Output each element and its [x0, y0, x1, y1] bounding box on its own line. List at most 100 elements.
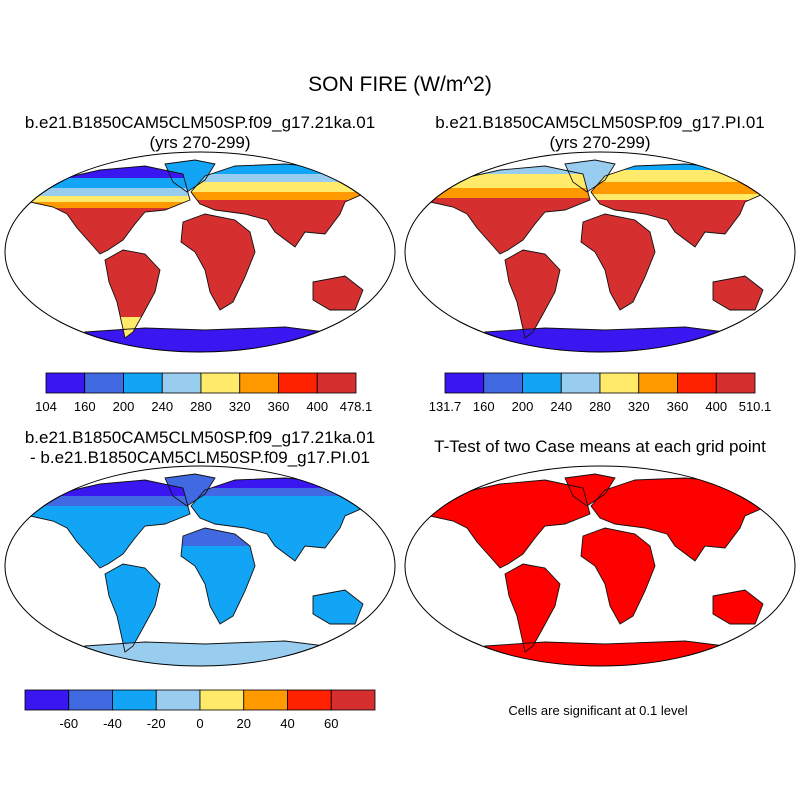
samerica-coastline	[504, 563, 561, 653]
eurasia-shade-band	[591, 182, 770, 194]
panel-3-title-line2: - b.e21.B1850CAM5CLM50SP.f09_g17.PI.01	[30, 448, 370, 467]
panel-2-title-line1: b.e21.B1850CAM5CLM50SP.f09_g17.PI.01	[435, 113, 765, 132]
panel-3-title-line1: b.e21.B1850CAM5CLM50SP.f09_g17.21ka.01	[24, 428, 376, 447]
australia-coastline	[312, 589, 364, 625]
colorbar-tick-label: 0	[196, 716, 204, 731]
africa-landmass	[181, 528, 255, 624]
australia-coastline	[312, 275, 364, 311]
namerica-shade-band	[30, 196, 190, 202]
colorbar-tick-label: 360	[267, 399, 290, 414]
eurasia-coastline	[590, 163, 771, 248]
colorbar-tick-label: 400	[306, 399, 329, 414]
namerica-coastline	[29, 165, 191, 255]
colorbar-tick-label: 160	[472, 399, 495, 414]
eurasia-landmass	[191, 478, 370, 561]
panel-4-title: T-Test of two Case means at each grid po…	[400, 437, 800, 457]
panel-3-title: b.e21.B1850CAM5CLM50SP.f09_g17.21ka.01 -…	[0, 428, 400, 468]
colorbar-swatch	[560, 372, 601, 394]
colorbar-swatch	[278, 372, 318, 394]
greenland-coastline	[164, 159, 216, 193]
colorbar-tick-label: 320	[228, 399, 251, 414]
greenland-coastline	[564, 473, 616, 507]
colorbar-tick-label: 40	[280, 716, 295, 731]
colorbar-swatch	[161, 372, 202, 394]
eurasia-shade-band	[591, 164, 770, 170]
colorbar-swatch	[112, 689, 157, 711]
map-panel-case2	[404, 151, 796, 353]
colorbar-tick-label: 104	[35, 399, 57, 414]
samerica-coastline	[504, 249, 561, 339]
antarctica-landmass	[85, 327, 325, 352]
colorbar-tick-label: 200	[511, 399, 534, 414]
namerica-landmass	[430, 480, 590, 568]
colorbar-tick-label: 280	[589, 399, 611, 414]
namerica-shade-band	[430, 166, 590, 174]
eurasia-shade-band	[191, 174, 370, 182]
map-land-layer	[429, 473, 771, 666]
colorbar-swatch	[715, 372, 756, 394]
africa-landmass	[581, 214, 655, 310]
colorbar-swatch	[123, 372, 163, 394]
colorbar-swatch	[155, 689, 201, 711]
africa-coastline	[580, 213, 656, 311]
eurasia-shade-band	[191, 192, 370, 200]
panel-1-title-line1: b.e21.B1850CAM5CLM50SP.f09_g17.21ka.01	[24, 113, 376, 132]
map-land-layer	[29, 473, 371, 666]
namerica-coastline	[429, 479, 591, 569]
colorbar-difference	[24, 689, 376, 711]
namerica-shade-band	[30, 188, 190, 196]
colorbar-swatch	[287, 689, 332, 711]
map-panel-ttest	[404, 465, 796, 667]
australia-landmass	[313, 590, 363, 624]
samerica-landmass	[105, 564, 160, 652]
samerica-coastline	[104, 249, 161, 339]
significance-note: Cells are significant at 0.1 level	[508, 703, 688, 718]
colorbar-tick-label: 320	[627, 399, 650, 414]
colorbar-tick-label: -40	[103, 716, 122, 731]
africa-coastline	[180, 213, 256, 311]
figure-title: SON FIRE (W/m^2)	[308, 73, 492, 96]
panel-1-title: b.e21.B1850CAM5CLM50SP.f09_g17.21ka.01 (…	[0, 113, 400, 153]
australia-landmass	[713, 276, 763, 310]
eurasia-coastline	[590, 477, 771, 562]
colorbar-tick-label: 160	[73, 399, 96, 414]
australia-landmass	[313, 276, 363, 310]
antarctica-landmass	[485, 641, 725, 666]
colorbar-tick-label: 240	[151, 399, 174, 414]
colorbar-case1	[45, 372, 357, 394]
namerica-shade-band	[30, 178, 190, 188]
colorbar-case2	[444, 372, 756, 394]
map-border	[4, 465, 396, 667]
colorbar-swatch	[677, 372, 717, 394]
map-land-layer	[29, 159, 371, 352]
panel-2-title-line2: (yrs 270-299)	[549, 133, 651, 152]
colorbar-swatch	[330, 689, 376, 711]
namerica-shade-band	[30, 202, 190, 208]
australia-landmass	[713, 590, 763, 624]
colorbar-swatch	[239, 372, 279, 394]
colorbar-swatch	[199, 689, 245, 711]
australia-coastline	[712, 589, 764, 625]
map-border	[404, 465, 796, 667]
africa-coastline	[580, 527, 656, 625]
colorbar-tick-label: 400	[705, 399, 728, 414]
colorbar-swatch	[316, 372, 357, 394]
panel-4-title-line1: T-Test of two Case means at each grid po…	[434, 437, 766, 456]
eurasia-shade-band	[591, 194, 770, 200]
eurasia-shade-band	[191, 182, 370, 192]
eurasia-landmass	[591, 478, 770, 561]
map-border	[4, 151, 396, 353]
map-land-layer	[429, 159, 771, 352]
namerica-coastline	[429, 165, 591, 255]
namerica-shade-band	[430, 188, 590, 198]
map-border	[404, 151, 796, 353]
colorbar-swatch	[599, 372, 640, 394]
colorbar-swatch	[24, 689, 70, 711]
australia-coastline	[712, 275, 764, 311]
colorbar-tick-label: 510.1	[738, 399, 772, 414]
colorbar-tick-label: 478.1	[339, 399, 373, 414]
colorbar-swatch	[200, 372, 241, 394]
africa-landmass	[581, 528, 655, 624]
colorbar-swatch	[638, 372, 678, 394]
map-panel-case1	[4, 151, 396, 353]
